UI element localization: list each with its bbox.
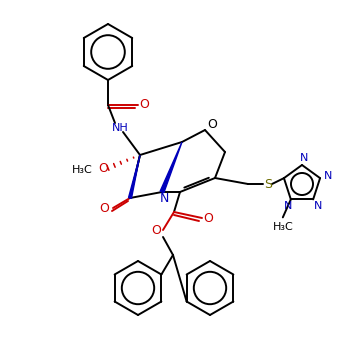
Text: N: N (300, 153, 308, 163)
Polygon shape (128, 155, 140, 198)
Polygon shape (160, 142, 182, 193)
Text: N: N (314, 201, 322, 211)
Text: N: N (284, 201, 292, 211)
Text: O: O (203, 212, 213, 225)
Text: N: N (159, 191, 169, 204)
Text: O: O (98, 161, 108, 175)
Text: O: O (151, 224, 161, 238)
Text: N: N (324, 171, 332, 181)
Text: O: O (139, 98, 149, 112)
Text: H₃C: H₃C (272, 222, 293, 232)
Text: S: S (264, 177, 272, 190)
Text: NH: NH (112, 123, 128, 133)
Text: O: O (99, 203, 109, 216)
Text: O: O (207, 119, 217, 132)
Text: H₃C: H₃C (72, 165, 92, 175)
